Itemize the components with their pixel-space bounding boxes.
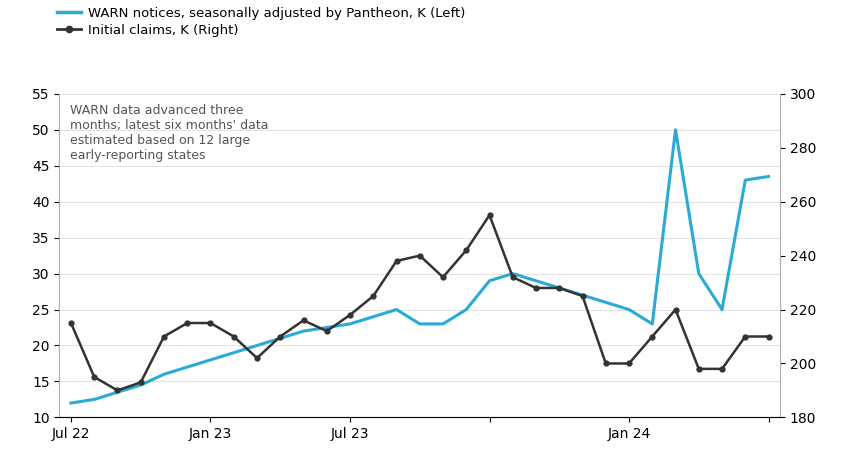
Text: WARN data advanced three
months; latest six months' data
estimated based on 12 l: WARN data advanced three months; latest … xyxy=(70,104,269,161)
Legend: WARN notices, seasonally adjusted by Pantheon, K (Left), Initial claims, K (Righ: WARN notices, seasonally adjusted by Pan… xyxy=(58,7,466,37)
